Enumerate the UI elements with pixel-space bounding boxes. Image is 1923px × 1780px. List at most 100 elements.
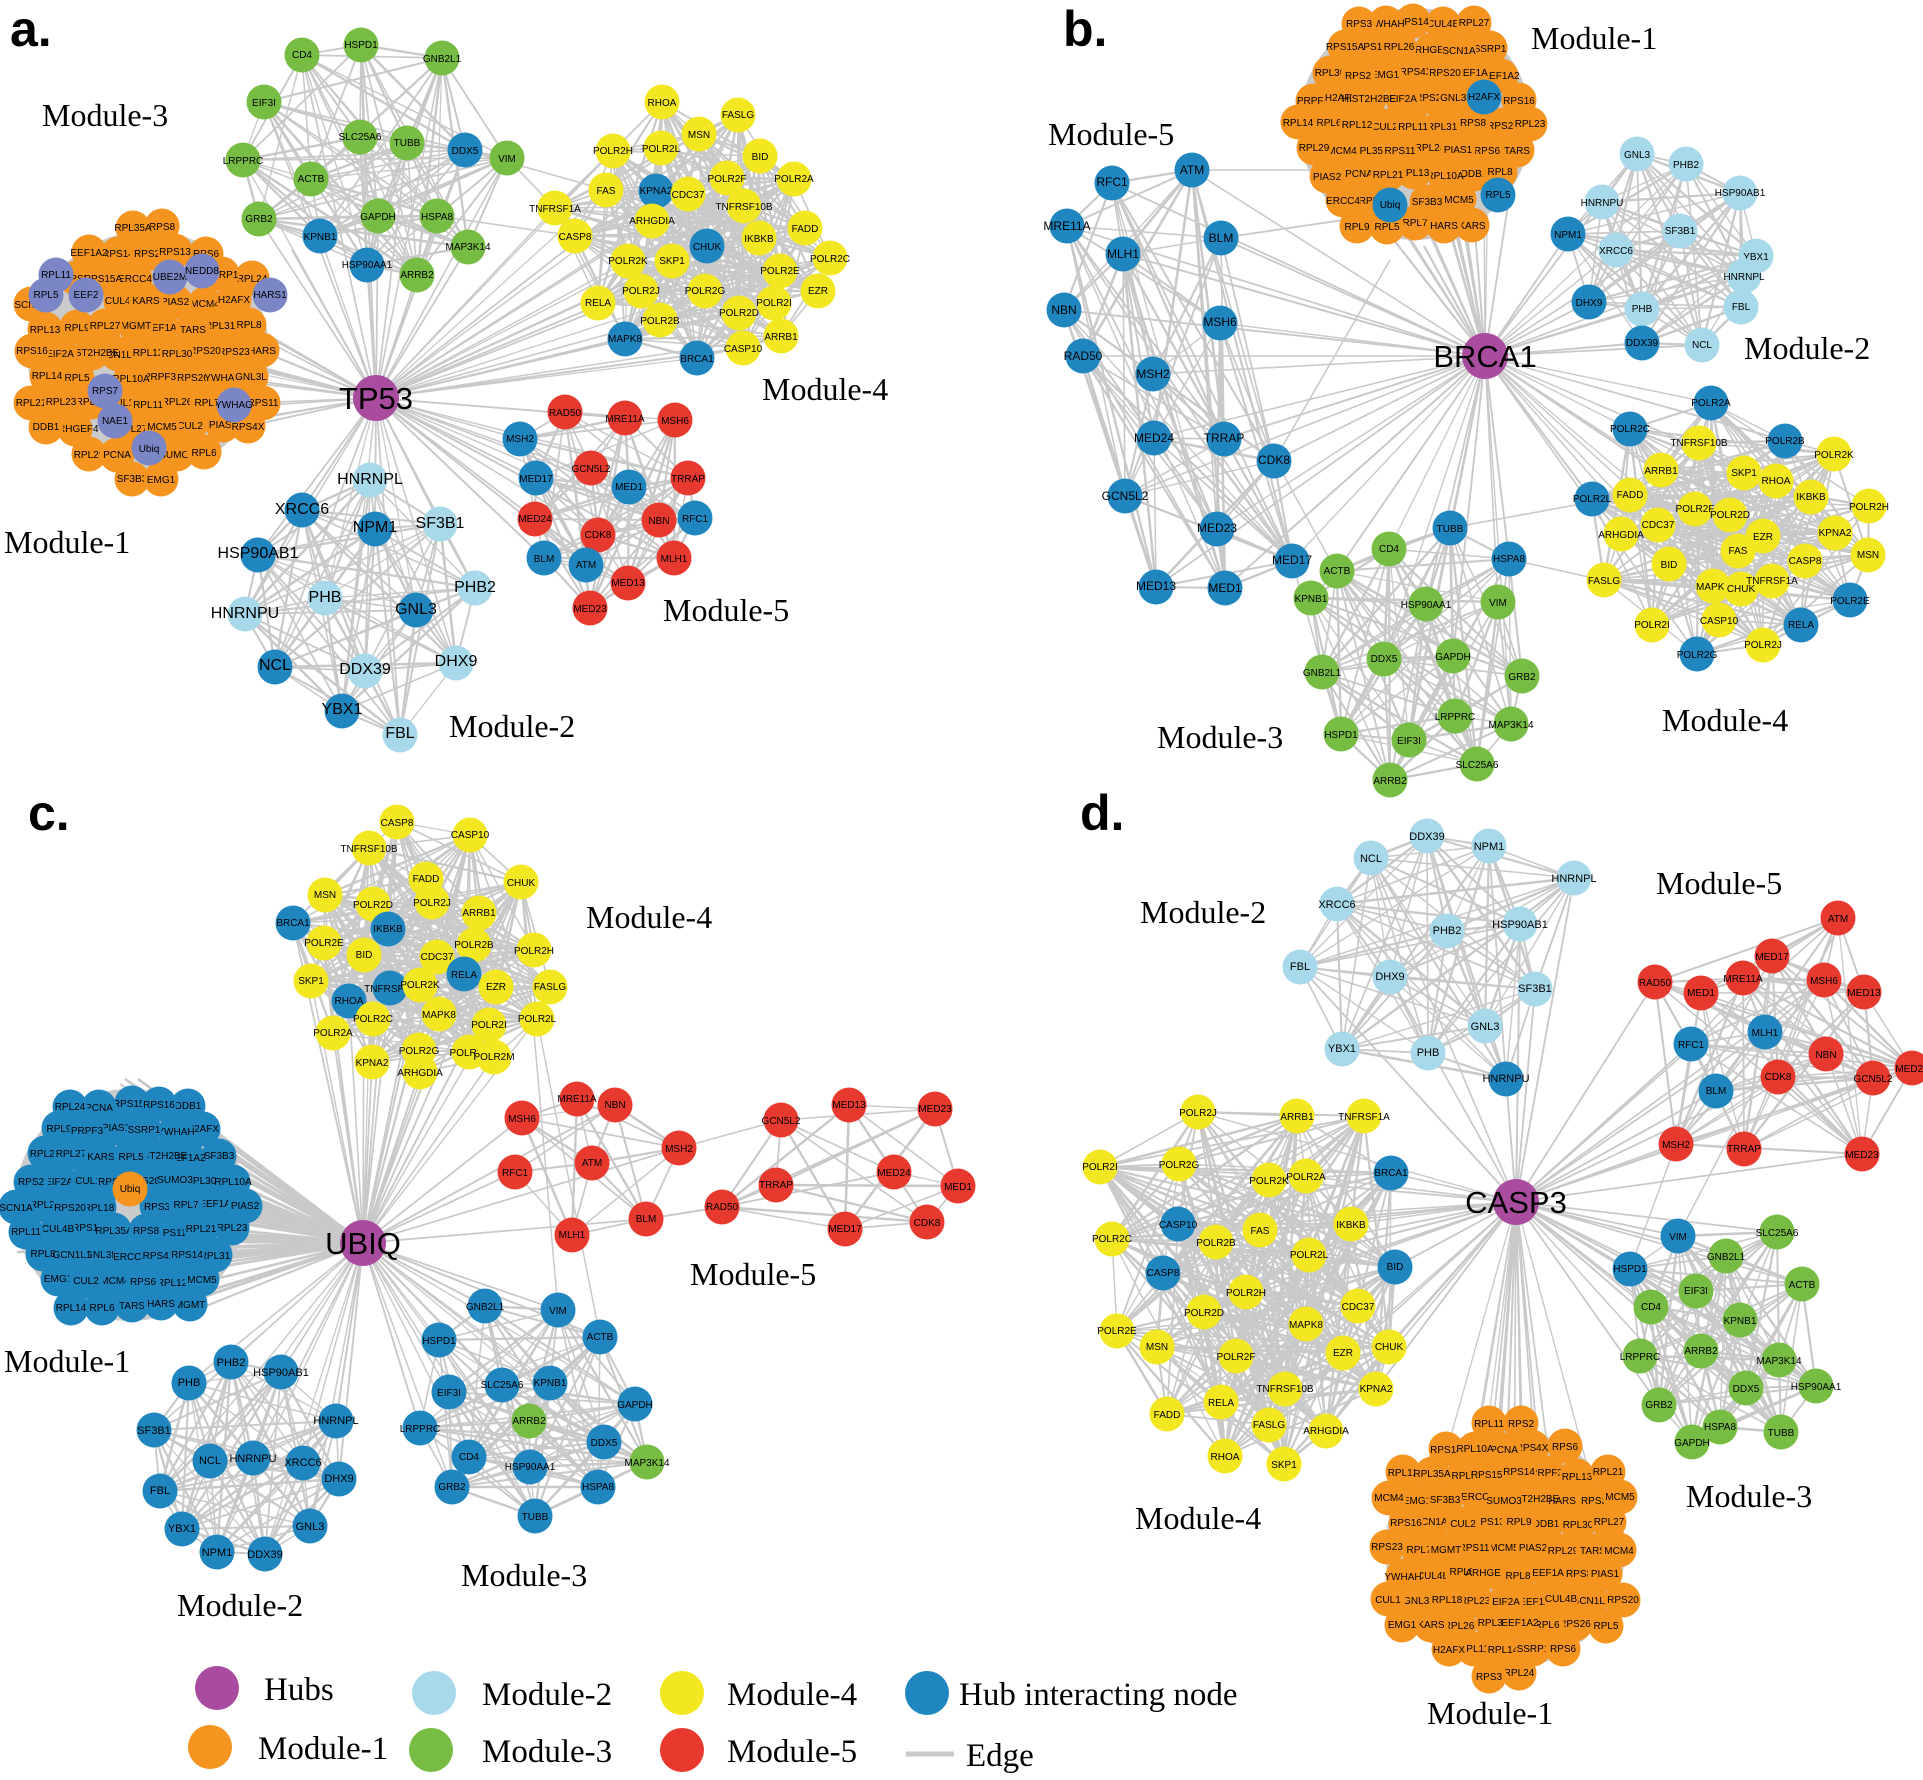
svg-text:POLR2D: POLR2D xyxy=(719,308,759,319)
svg-text:MED1: MED1 xyxy=(1687,988,1715,999)
svg-text:HARS: HARS xyxy=(147,1299,175,1310)
svg-text:NPM1: NPM1 xyxy=(353,519,398,536)
svg-text:TNFRSF10B: TNFRSF10B xyxy=(1256,1384,1314,1395)
svg-text:IKBKB: IKBKB xyxy=(744,234,774,245)
svg-text:RPL23: RPL23 xyxy=(217,1223,248,1234)
svg-text:DDX39: DDX39 xyxy=(1626,338,1659,349)
svg-text:GRB2: GRB2 xyxy=(245,214,273,225)
svg-text:POLR2H: POLR2H xyxy=(1849,502,1889,513)
svg-text:EZR: EZR xyxy=(1333,1348,1353,1359)
svg-text:CASP10: CASP10 xyxy=(724,344,763,355)
svg-text:HSP90AA1: HSP90AA1 xyxy=(1401,600,1452,611)
svg-text:TUBB: TUBB xyxy=(1768,1428,1795,1439)
svg-text:RFC1: RFC1 xyxy=(682,514,709,525)
svg-text:RPL13: RPL13 xyxy=(1562,1472,1593,1483)
svg-text:BLM: BLM xyxy=(1209,231,1234,245)
svg-text:RPL35A: RPL35A xyxy=(1413,1469,1451,1480)
svg-text:RELA: RELA xyxy=(451,970,477,981)
svg-text:MSH2: MSH2 xyxy=(1662,1140,1690,1151)
svg-text:PHB2: PHB2 xyxy=(1673,160,1700,171)
svg-text:RPL11: RPL11 xyxy=(1474,1419,1504,1430)
svg-text:RHOA: RHOA xyxy=(335,996,364,1007)
svg-text:PHB: PHB xyxy=(178,1377,201,1389)
svg-text:POLR2A: POLR2A xyxy=(774,174,814,185)
svg-text:MED17: MED17 xyxy=(828,1224,862,1235)
svg-text:ARHGDIA: ARHGDIA xyxy=(1303,1426,1349,1437)
svg-text:RPL21: RPL21 xyxy=(1593,1467,1624,1478)
svg-text:CD4: CD4 xyxy=(292,50,312,61)
svg-text:BRCA1: BRCA1 xyxy=(1433,339,1536,374)
svg-text:MLH1: MLH1 xyxy=(1752,1028,1779,1039)
svg-text:Module-5: Module-5 xyxy=(663,592,789,628)
svg-text:POLR2C: POLR2C xyxy=(810,254,850,265)
svg-text:XRCC6: XRCC6 xyxy=(1599,246,1633,257)
svg-text:GNB2L1: GNB2L1 xyxy=(1707,1252,1746,1263)
svg-text:TUBB: TUBB xyxy=(1437,524,1464,535)
svg-text:POLR2J: POLR2J xyxy=(622,286,660,297)
svg-text:ACTB: ACTB xyxy=(587,1332,614,1343)
svg-text:MED24: MED24 xyxy=(518,514,552,525)
svg-text:POLR2C: POLR2C xyxy=(1092,1234,1132,1245)
svg-text:FBL: FBL xyxy=(1732,302,1751,313)
svg-text:FBL: FBL xyxy=(385,725,414,742)
svg-text:RPL27: RPL27 xyxy=(90,321,121,332)
svg-text:NBN: NBN xyxy=(648,516,669,527)
svg-text:DHX9: DHX9 xyxy=(1576,298,1603,309)
svg-text:MCM5: MCM5 xyxy=(187,1275,217,1286)
svg-text:EZR: EZR xyxy=(808,286,828,297)
svg-text:MED13: MED13 xyxy=(1847,988,1881,999)
svg-text:Module-4: Module-4 xyxy=(586,899,712,935)
svg-text:IKBKB: IKBKB xyxy=(373,924,403,935)
svg-text:RPL30: RPL30 xyxy=(162,349,193,360)
svg-text:NCL: NCL xyxy=(1360,853,1382,865)
svg-text:RPL24: RPL24 xyxy=(55,1102,86,1113)
svg-text:CDC37: CDC37 xyxy=(421,952,454,963)
svg-text:GNB2L1: GNB2L1 xyxy=(1303,668,1342,679)
svg-text:CDC37: CDC37 xyxy=(672,190,705,201)
svg-text:POLR2H: POLR2H xyxy=(593,146,633,157)
svg-text:RPL27: RPL27 xyxy=(1459,18,1490,29)
svg-text:GNB2L1: GNB2L1 xyxy=(466,1302,505,1313)
svg-text:RPS3: RPS3 xyxy=(144,1202,171,1213)
svg-text:RPS11: RPS11 xyxy=(1385,146,1416,157)
svg-text:FADD: FADD xyxy=(1617,490,1644,501)
svg-text:XRCC6: XRCC6 xyxy=(1318,899,1355,911)
svg-text:RFC1: RFC1 xyxy=(1678,1040,1705,1051)
svg-text:PCNA: PCNA xyxy=(85,1103,113,1114)
svg-text:FASLG: FASLG xyxy=(1253,1420,1285,1431)
svg-text:SSRP1: SSRP1 xyxy=(1517,1644,1550,1655)
svg-text:BRCA1: BRCA1 xyxy=(680,354,714,365)
svg-text:RPL12: RPL12 xyxy=(133,348,164,359)
svg-text:POLR2H: POLR2H xyxy=(514,946,554,957)
svg-text:HSPD1: HSPD1 xyxy=(422,1336,456,1347)
svg-text:RPS16: RPS16 xyxy=(1503,96,1535,107)
svg-text:MAP3K14: MAP3K14 xyxy=(624,1458,669,1469)
svg-text:SKP1: SKP1 xyxy=(1731,468,1757,479)
svg-text:FASLG: FASLG xyxy=(722,110,754,121)
svg-text:MSN: MSN xyxy=(1857,550,1879,561)
svg-text:MCM5: MCM5 xyxy=(1605,1492,1635,1503)
svg-text:MLH1: MLH1 xyxy=(1107,247,1139,261)
svg-text:RHOA: RHOA xyxy=(1762,476,1791,487)
svg-text:FASLG: FASLG xyxy=(1588,576,1620,587)
svg-text:RPS14: RPS14 xyxy=(171,1250,203,1261)
svg-text:RPL27: RPL27 xyxy=(1594,1517,1625,1528)
svg-text:LRPPRC: LRPPRC xyxy=(1620,1352,1661,1363)
svg-text:PCNA: PCNA xyxy=(1490,1445,1518,1456)
svg-text:GRB2: GRB2 xyxy=(1508,672,1536,683)
svg-text:RELA: RELA xyxy=(585,298,611,309)
svg-text:RAD50: RAD50 xyxy=(549,408,582,419)
svg-text:RPS16: RPS16 xyxy=(16,346,48,357)
svg-text:CDK8: CDK8 xyxy=(1258,453,1290,467)
svg-text:EIF3I: EIF3I xyxy=(1684,1286,1708,1297)
svg-text:Module-4: Module-4 xyxy=(1135,1500,1261,1536)
svg-text:FASLG: FASLG xyxy=(534,982,566,993)
svg-text:GNB2L1: GNB2L1 xyxy=(423,54,462,65)
svg-text:HARS1: HARS1 xyxy=(253,290,287,301)
svg-text:POLR2L: POLR2L xyxy=(1573,494,1612,505)
svg-text:RPS2: RPS2 xyxy=(18,1177,45,1188)
svg-text:PIAS1: PIAS1 xyxy=(1444,145,1473,156)
svg-text:MSN: MSN xyxy=(688,130,710,141)
svg-text:CUL2: CUL2 xyxy=(1372,122,1398,133)
svg-text:RPL8: RPL8 xyxy=(1487,167,1512,178)
